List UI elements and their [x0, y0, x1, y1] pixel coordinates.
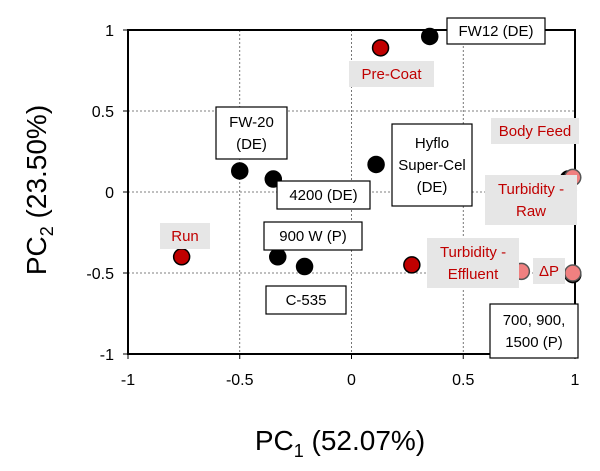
data-point-precoat — [371, 39, 390, 57]
label-text: C-535 — [286, 292, 327, 309]
label-box — [391, 123, 473, 207]
data-point-hyflo — [367, 155, 385, 174]
label-text: (DE) — [417, 179, 448, 196]
x-tick-label: -0.5 — [226, 372, 254, 389]
data-point-run — [172, 248, 191, 266]
point-label-hyflo: Hyflo Super-Cel (DE) — [391, 123, 473, 207]
label-text: ΔP — [539, 263, 559, 280]
point-label-700: 700, 900, 1500 (P) — [489, 303, 579, 359]
point-label-run: Run — [160, 223, 210, 249]
label-highlight — [485, 175, 577, 225]
x-tick-label: 0 — [347, 372, 356, 389]
point-label-fw20: FW-20 (DE) — [215, 106, 288, 160]
label-text: (DE) — [236, 136, 267, 153]
point-label-4200: 4200 (DE) — [276, 180, 371, 210]
label-text: 900 W (P) — [279, 228, 347, 245]
label-text: FW12 (DE) — [459, 23, 534, 40]
label-text: Raw — [516, 203, 546, 220]
label-text: Turbidity - — [440, 244, 506, 261]
data-point-fw12 — [420, 27, 439, 46]
x-tick-label: 1 — [571, 372, 580, 389]
y-tick-label: -1 — [100, 347, 114, 364]
label-text: Body Feed — [499, 123, 572, 140]
label-text: FW-20 — [229, 114, 274, 131]
y-axis-title: PC2 (23.50%) — [21, 105, 57, 275]
point-labels: FW12 (DE) FW-20 (DE) 4200 (DE) Hyflo Super-Ce… — [160, 17, 579, 359]
label-box — [276, 180, 371, 210]
label-text: Turbidity - — [498, 181, 564, 198]
label-text: 4200 (DE) — [289, 187, 357, 204]
label-highlight — [427, 238, 519, 288]
data-point-deltap — [564, 264, 582, 282]
label-text: Effluent — [448, 266, 499, 283]
y-axis-ticks: -1 -0.5 0 0.5 1 — [86, 23, 128, 364]
data-point-bodyfeed — [403, 256, 421, 274]
label-text: Pre-Coat — [361, 66, 422, 83]
label-highlight — [491, 118, 579, 144]
y-tick-label: 0 — [105, 185, 114, 202]
x-axis-ticks: -1 -0.5 0 0.5 1 — [121, 354, 580, 389]
label-box — [265, 285, 347, 315]
label-highlight — [349, 61, 434, 87]
x-axis-title: PC1 (52.07%) — [255, 425, 425, 461]
x-tick-label: 0.5 — [452, 372, 474, 389]
data-point-fw20 — [231, 162, 249, 180]
label-box — [263, 221, 363, 251]
y-tick-label: 0.5 — [92, 104, 114, 121]
point-label-c535: C-535 — [265, 285, 347, 315]
label-text: Super-Cel — [398, 157, 466, 174]
label-text: Hyflo — [415, 135, 449, 152]
point-label-fw12: FW12 (DE) — [446, 17, 546, 45]
data-point-c535 — [295, 257, 314, 276]
label-highlight — [533, 258, 565, 284]
point-label-turbeff: Turbidity - Effluent — [427, 238, 519, 288]
y-tick-label: 1 — [105, 23, 114, 40]
point-label-deltap: ΔP — [533, 258, 565, 284]
label-box — [489, 303, 579, 359]
label-box — [215, 106, 288, 160]
data-point-900w — [268, 248, 287, 266]
x-tick-label: -1 — [121, 372, 135, 389]
label-text: Run — [171, 228, 199, 245]
y-tick-label: -0.5 — [86, 266, 114, 283]
point-label-900w: 900 W (P) — [263, 221, 363, 251]
label-text: 1500 (P) — [505, 334, 563, 351]
label-box — [446, 17, 546, 45]
label-text: 700, 900, — [503, 312, 566, 329]
point-label-turbraw: Turbidity - Raw — [485, 175, 577, 225]
point-label-precoat: Pre-Coat — [349, 61, 434, 87]
point-label-bodyfeed: Body Feed — [491, 118, 579, 144]
label-highlight — [160, 223, 210, 249]
